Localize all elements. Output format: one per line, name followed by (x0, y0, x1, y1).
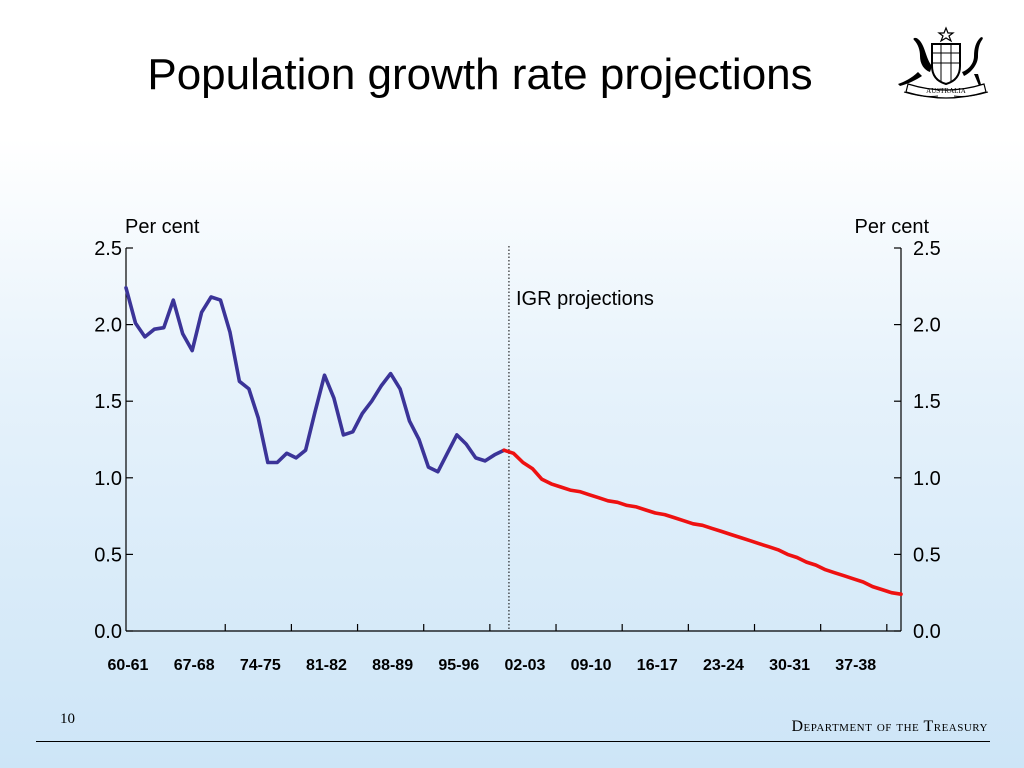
footer-organisation: Department of the Treasury (791, 718, 988, 735)
y-axis-label-left: Per cent (125, 216, 200, 238)
series-line-projection (502, 448, 903, 597)
x-tick-label: 95-96 (438, 657, 479, 674)
x-tick-label: 16-17 (637, 657, 678, 674)
x-tick-label: 23-24 (703, 657, 744, 674)
x-tick-label: 60-61 (108, 657, 149, 674)
slide-number: 10 (60, 711, 75, 727)
series-line-historical (124, 285, 506, 474)
annotation-label: IGR projections (516, 288, 654, 310)
y-tick-label-right: 0.0 (913, 621, 941, 643)
crest-shield (931, 43, 961, 86)
x-tick-label: 37-38 (835, 657, 876, 674)
population-growth-chart: Per cent Per cent IGR projections 0.0 0.0… (94, 216, 941, 674)
crest-star (937, 26, 955, 43)
crest-ribbon-text: AUSTRALIA (926, 87, 966, 95)
x-tick-label: 88-89 (372, 657, 413, 674)
x-tick-label: 81-82 (306, 657, 347, 674)
y-tick-label-left: 1.0 (94, 468, 122, 490)
crest-kangaroo (898, 37, 932, 86)
y-tick-label-right: 1.0 (913, 468, 941, 490)
y-tick-label-right: 0.5 (913, 544, 941, 566)
y-tick-label-right: 2.0 (913, 315, 941, 337)
x-tick-label: 74-75 (240, 657, 281, 674)
y-tick-label-left: 2.0 (94, 315, 122, 337)
y-tick-label-right: 1.5 (913, 391, 941, 413)
footer-rule (36, 741, 990, 742)
y-tick-label-left: 1.5 (94, 391, 122, 413)
y-tick-label-right: 2.5 (913, 238, 941, 260)
y-axis-label-right: Per cent (855, 216, 930, 238)
x-tick-label: 30-31 (769, 657, 810, 674)
australian-coat-of-arms-logo: AUSTRALIA (898, 26, 989, 99)
x-tick-label: 09-10 (571, 657, 612, 674)
y-tick-label-left: 2.5 (94, 238, 122, 260)
y-tick-label-left: 0.5 (94, 544, 122, 566)
x-tick-label: 67-68 (174, 657, 215, 674)
crest-emu (962, 37, 983, 88)
x-tick-label: 02-03 (504, 657, 545, 674)
page-title: Population growth rate projections (147, 50, 813, 99)
y-tick-label-left: 0.0 (94, 621, 122, 643)
